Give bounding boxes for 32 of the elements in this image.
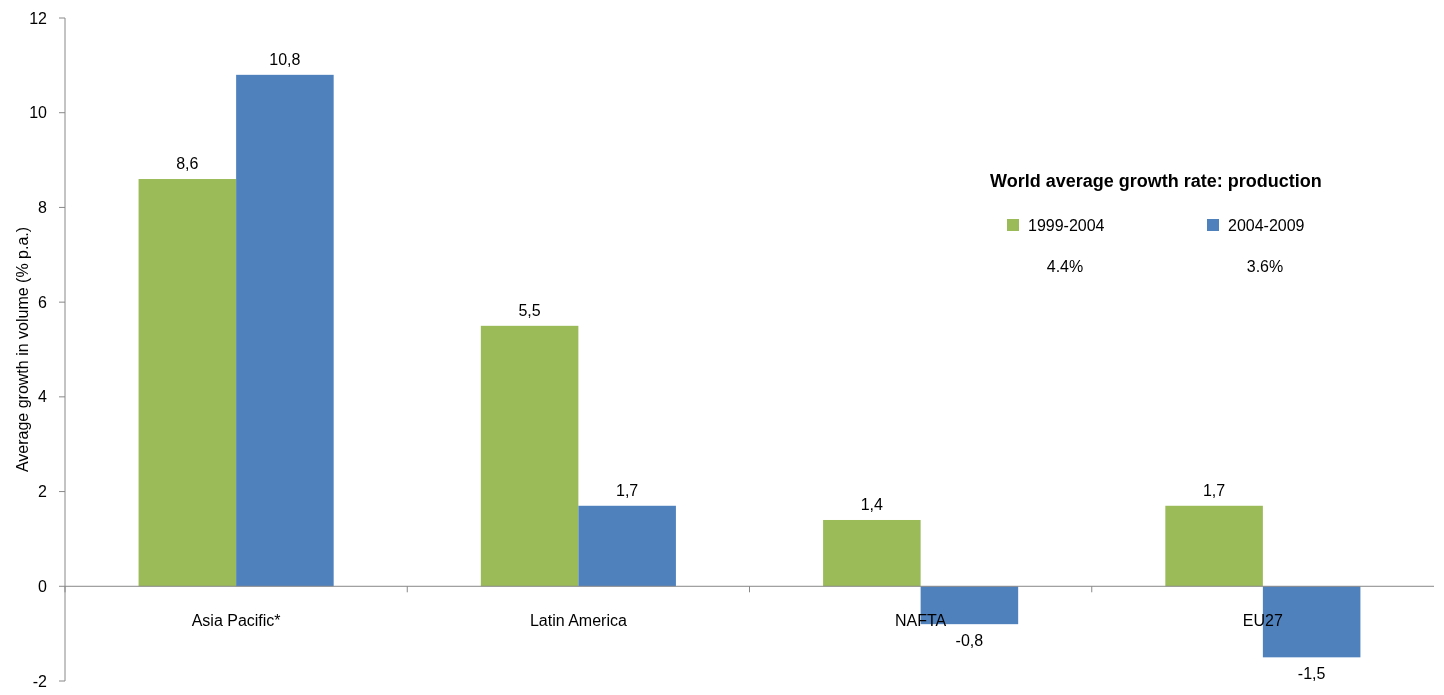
bar [578,505,676,587]
y-tick-label: 4 [38,388,48,406]
annotation: 3.6% [1246,258,1284,275]
x-tick-label: NAFTA [894,612,947,630]
data-label: 8,6 [176,155,199,173]
legend-label: 2004-2009 [1228,217,1305,234]
data-label: -0,8 [955,632,984,650]
data-label: 1,7 [616,481,639,499]
x-tick-label: EU27 [1242,612,1283,630]
x-tick-label: Latin America [529,612,627,630]
y-tick-label: 10 [29,104,48,122]
bar [138,179,237,587]
y-tick-label: 0 [38,577,48,595]
bar [480,325,579,587]
data-label: 10,8 [269,50,301,68]
data-label: 5,5 [518,301,541,319]
data-label: 1,4 [860,495,884,513]
bar [236,74,334,587]
y-tick-label: 8 [38,199,48,217]
y-axis-title: Average growth in volume (% p.a.) [14,226,31,473]
y-tick-label: -2 [32,672,48,690]
bar [1165,505,1263,587]
data-label: -1,5 [1297,665,1326,683]
y-tick-label: 12 [29,9,48,27]
legend-title: World average growth rate: production [990,171,1322,191]
annotation: 4.4% [1046,258,1084,275]
y-tick-label: 2 [38,483,48,501]
y-tick-label: 6 [38,293,48,311]
data-label: 1,7 [1202,481,1226,499]
legend-label: 1999-2004 [1028,217,1105,234]
x-tick-label: Asia Pacific* [191,612,281,630]
bar [823,519,921,587]
